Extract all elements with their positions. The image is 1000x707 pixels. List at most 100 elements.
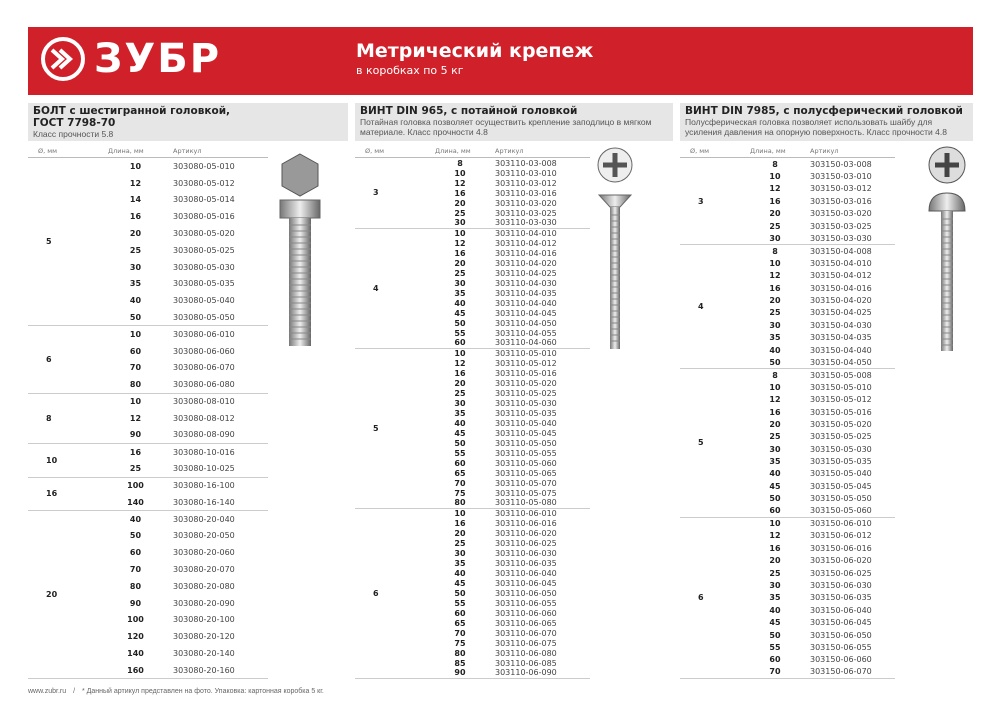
length-cell: 65 bbox=[454, 618, 466, 628]
column-header-length: Длина, мм bbox=[750, 146, 786, 155]
section-title-standard: ГОСТ 7798-70 bbox=[33, 117, 116, 129]
article-cell: 303110-05-020 bbox=[495, 378, 557, 388]
article-cell: 303080-10-016 bbox=[173, 447, 235, 457]
table-row: 60 303110-04-060 bbox=[355, 338, 590, 349]
length-cell: 80 bbox=[129, 581, 142, 591]
length-cell: 60 bbox=[454, 458, 466, 468]
length-cell: 8 bbox=[772, 370, 778, 380]
website-link[interactable]: www.zubr.ru bbox=[28, 688, 67, 695]
table-row: 20 40 303080-20-040 bbox=[28, 510, 268, 680]
article-cell: 303110-06-010 bbox=[495, 508, 557, 518]
product-table: 5 10 303080-05-010 12 303080-05-012 14 303080-… bbox=[28, 158, 268, 680]
length-cell: 40 bbox=[454, 568, 466, 578]
table-row: 65 303110-06-065 bbox=[355, 618, 590, 628]
length-cell: 35 bbox=[454, 408, 466, 418]
article-cell: 303080-06-010 bbox=[173, 330, 235, 340]
length-cell: 12 bbox=[769, 531, 781, 541]
table-row: 30 303150-03-030 bbox=[680, 232, 895, 246]
article-cell: 303080-08-012 bbox=[173, 413, 235, 423]
article-cell: 303150-04-016 bbox=[810, 283, 872, 293]
table-row: 16 303110-06-016 bbox=[355, 518, 590, 528]
length-cell: 25 bbox=[454, 538, 466, 548]
countersunk-screw-image bbox=[597, 147, 633, 349]
length-cell: 12 bbox=[454, 358, 466, 368]
length-cell: 12 bbox=[769, 271, 781, 281]
article-cell: 303110-04-025 bbox=[495, 268, 557, 278]
length-cell: 16 bbox=[129, 447, 142, 457]
article-cell: 303150-04-050 bbox=[810, 356, 895, 370]
column-header-length: Длина, мм bbox=[435, 146, 471, 155]
article-cell: 303080-20-070 bbox=[173, 565, 235, 575]
length-cell: 85 bbox=[454, 658, 466, 668]
article-cell: 303080-05-016 bbox=[173, 212, 235, 222]
length-cell: 20 bbox=[769, 419, 781, 429]
article-cell: 303080-05-012 bbox=[173, 178, 235, 188]
article-cell: 303080-10-025 bbox=[173, 460, 268, 478]
table-row: 45 303150-05-045 bbox=[680, 480, 895, 492]
table-row: 90 303080-08-090 bbox=[28, 426, 268, 445]
section-title: БОЛТ с шестигранной головкой, bbox=[33, 105, 231, 117]
article-cell: 303110-06-060 bbox=[495, 608, 557, 618]
table-row: 10 303150-04-010 bbox=[680, 257, 895, 269]
diameter-cell: 8 bbox=[28, 393, 98, 445]
article-cell: 303150-06-070 bbox=[810, 666, 895, 679]
table-row: 16 100 303080-16-100 bbox=[28, 477, 268, 512]
table-row: 65 303110-05-065 bbox=[355, 468, 590, 478]
length-cell: 30 bbox=[454, 278, 466, 288]
article-cell: 303150-05-016 bbox=[810, 407, 872, 417]
table-row: 12 303150-05-012 bbox=[680, 393, 895, 405]
table-row: 60 303110-05-060 bbox=[355, 458, 590, 468]
length-cell: 8 bbox=[772, 159, 778, 169]
length-cell: 40 bbox=[129, 514, 142, 524]
article-cell: 303150-04-012 bbox=[810, 271, 872, 281]
length-cell: 100 bbox=[127, 615, 144, 625]
article-cell: 303150-04-025 bbox=[810, 308, 872, 318]
length-cell: 55 bbox=[454, 448, 466, 458]
diameter-cell: 10 bbox=[28, 443, 98, 478]
table-row: 12 303080-08-012 bbox=[28, 410, 268, 427]
table-row: 70 303080-20-070 bbox=[28, 561, 268, 578]
table-row: 20 303080-05-020 bbox=[28, 225, 268, 242]
length-cell: 25 bbox=[129, 245, 142, 255]
length-cell: 50 bbox=[454, 588, 466, 598]
article-cell: 303080-20-090 bbox=[173, 598, 235, 608]
article-cell: 303110-05-016 bbox=[495, 368, 557, 378]
article-cell: 303110-04-030 bbox=[495, 278, 557, 288]
product-table: 3 8 303150-03-008 10 303150-03-010 12 303150-0… bbox=[680, 158, 895, 679]
length-cell: 12 bbox=[129, 413, 142, 423]
article-cell: 303110-05-010 bbox=[495, 348, 557, 358]
table-row: 20 303150-03-020 bbox=[680, 208, 895, 220]
article-cell: 303080-16-140 bbox=[173, 493, 268, 512]
article-cell: 303110-04-035 bbox=[495, 288, 557, 298]
article-cell: 303080-06-070 bbox=[173, 363, 235, 373]
article-cell: 303110-04-020 bbox=[495, 258, 557, 268]
article-cell: 303110-05-075 bbox=[495, 488, 557, 498]
article-cell: 303080-20-140 bbox=[173, 649, 235, 658]
table-row: 10 303150-05-010 bbox=[680, 381, 895, 393]
length-cell: 40 bbox=[769, 469, 781, 479]
article-cell: 303080-05-010 bbox=[173, 161, 235, 171]
length-cell: 20 bbox=[454, 198, 466, 208]
product-table: 3 8 303110-03-008 10 303110-03-010 12 303110-0… bbox=[355, 158, 590, 679]
table-row: 16 303110-05-016 bbox=[355, 368, 590, 378]
article-cell: 303110-04-060 bbox=[495, 338, 590, 349]
table-row: 20 303110-06-020 bbox=[355, 528, 590, 538]
article-cell: 303080-08-010 bbox=[173, 397, 235, 407]
table-row: 16 303080-05-016 bbox=[28, 208, 268, 225]
table-row: 140 303080-20-140 bbox=[28, 645, 268, 662]
table-row: 160 303080-20-160 bbox=[28, 661, 268, 680]
table-row: 16 303150-06-016 bbox=[680, 542, 895, 554]
table-row: 70 303110-05-070 bbox=[355, 478, 590, 488]
column-headers: Ø, мм Длина, мм Артикул bbox=[28, 144, 268, 158]
article-cell: 303150-05-060 bbox=[810, 504, 895, 518]
section-title: ВИНТ DIN 7985, с полусферический головко… bbox=[685, 105, 963, 117]
length-cell: 30 bbox=[454, 398, 466, 408]
column-header-article: Артикул bbox=[173, 146, 202, 155]
article-cell: 303150-06-020 bbox=[810, 556, 872, 566]
length-cell: 60 bbox=[425, 338, 495, 349]
article-cell: 303150-06-010 bbox=[810, 519, 872, 529]
hex-bolt-image bbox=[279, 153, 321, 346]
article-cell: 303150-05-040 bbox=[810, 469, 872, 479]
table-row: 60 303080-20-060 bbox=[28, 544, 268, 561]
length-cell: 45 bbox=[454, 308, 466, 318]
